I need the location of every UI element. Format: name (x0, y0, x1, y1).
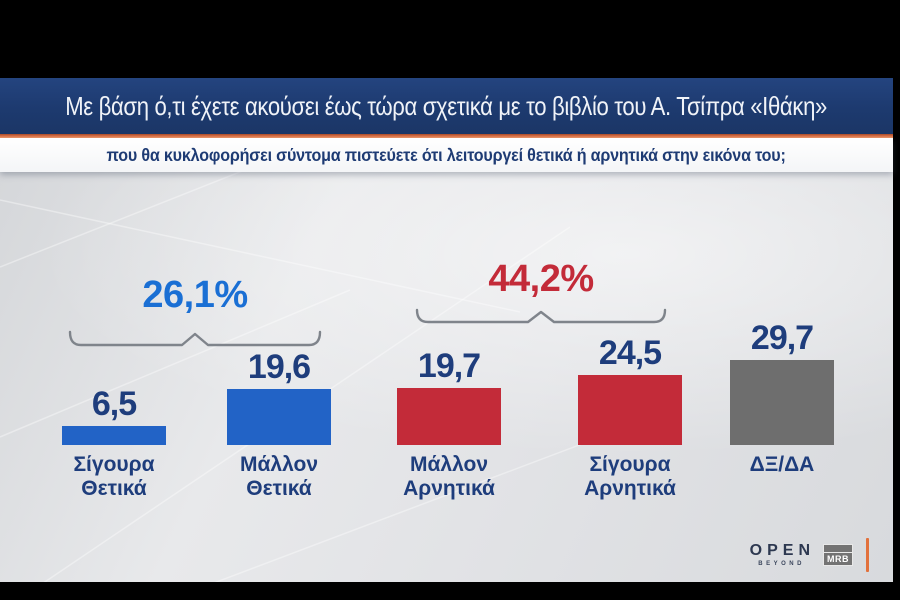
bar-value: 29,7 (750, 319, 814, 357)
category-line: Θετικά (246, 476, 312, 500)
category-line: Μάλλον (409, 453, 488, 476)
bar (227, 389, 331, 445)
open-beyond-text: BEYOND (758, 561, 805, 567)
question-subtitle-band: που θα κυκλοφορήσει σύντομα πιστεύετε ότ… (0, 138, 893, 172)
open-logo-text: OPEN (749, 542, 815, 559)
category-line: ΔΞ/ΔΑ (749, 453, 815, 476)
mrb-logo-text: MRB (823, 552, 853, 566)
question-subtitle: που θα κυκλοφορήσει σύντομα πιστεύετε ότ… (106, 144, 787, 165)
background-texture (0, 172, 641, 582)
bar-column-5: 29,7 (730, 321, 834, 445)
bar-column-1: 6,5 (62, 387, 166, 445)
question-title: Με βάση ό,τι έχετε ακούσει έως τώρα σχετ… (65, 90, 828, 121)
category-line: Σίγουρα (73, 453, 155, 476)
bar-category-label: Μάλλον Αρνητικά (359, 453, 539, 501)
bar (578, 375, 682, 445)
bar-value: 6,5 (91, 385, 137, 423)
bar-category-label: Μάλλον Θετικά (189, 453, 369, 501)
bar-category-label: ΔΞ/ΔΑ (692, 453, 872, 477)
bar (730, 360, 834, 445)
broadcaster-branding: OPEN BEYOND MRB (750, 538, 869, 572)
category-line: Σίγουρα (589, 453, 671, 476)
orange-accent-mark (866, 538, 869, 572)
group-total-label: 26,1% (142, 274, 248, 316)
bar-category-label: Σίγουρα Θετικά (24, 453, 204, 501)
bar-column-2: 19,6 (227, 350, 331, 445)
mrb-logo-bar (823, 544, 853, 552)
question-title-band: Με βάση ό,τι έχετε ακούσει έως τώρα σχετ… (0, 78, 893, 134)
group-total-label: 44,2% (488, 258, 594, 300)
bar-value: 19,7 (417, 347, 481, 385)
category-line: Μάλλον (239, 453, 318, 476)
group-bracket (68, 329, 322, 354)
category-line: Αρνητικά (584, 476, 676, 500)
category-line: Αρνητικά (403, 476, 495, 500)
bar-category-label: Σίγουρα Αρνητικά (540, 453, 720, 501)
video-frame: Με βάση ό,τι έχετε ακούσει έως τώρα σχετ… (0, 78, 893, 582)
category-line: Θετικά (81, 476, 147, 500)
poll-bar-chart: OPEN BEYOND MRB 6,5 Σίγουρα Θετικά 19,6 Μάλλ… (0, 172, 893, 582)
bar-column-3: 19,7 (397, 349, 501, 445)
open-tv-logo: OPEN BEYOND (750, 543, 810, 568)
bar-column-4: 24,5 (578, 336, 682, 445)
mrb-pollster-logo: MRB (823, 544, 853, 566)
orange-divider (0, 134, 893, 138)
bar (62, 426, 166, 445)
bar-value: 24,5 (598, 334, 662, 372)
bar-value: 19,6 (247, 348, 311, 386)
group-bracket (415, 307, 667, 331)
bar (397, 388, 501, 445)
